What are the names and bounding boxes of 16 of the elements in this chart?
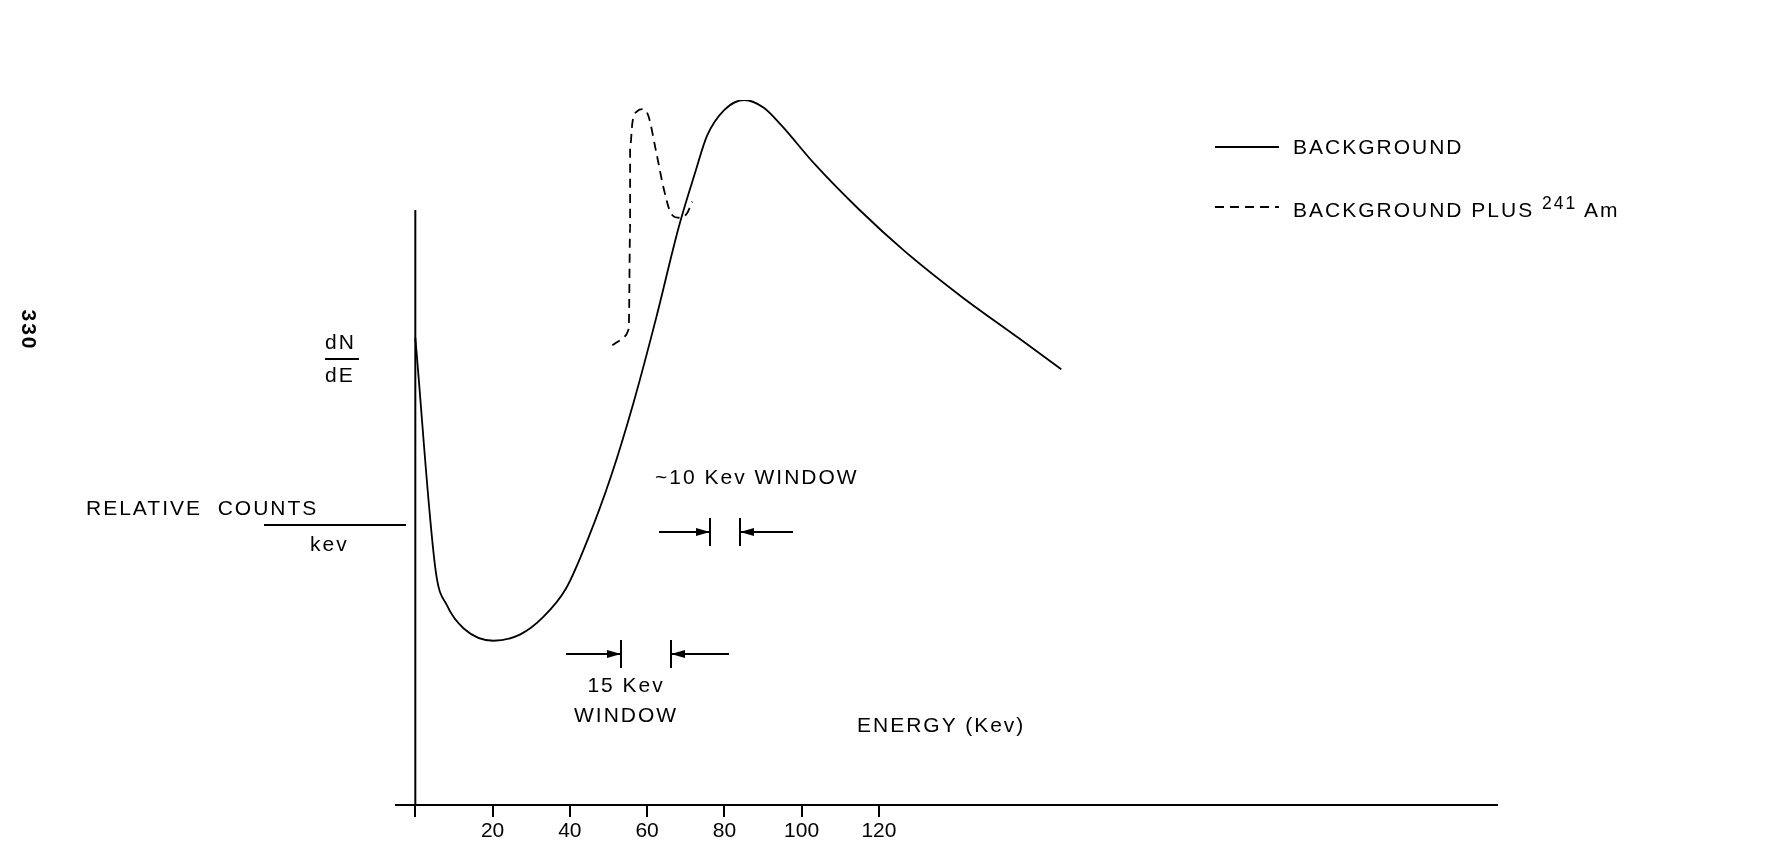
x-tick-label: 40 bbox=[558, 818, 582, 842]
text: dE bbox=[325, 363, 355, 387]
x-tick-label: 60 bbox=[635, 818, 659, 842]
x-tick-label: 20 bbox=[480, 818, 505, 842]
text: dN bbox=[325, 330, 356, 354]
x-axis-title: ENERGY (Kev) bbox=[857, 713, 1026, 737]
x-tick-label: 80 bbox=[712, 818, 737, 842]
legend-label: BACKGROUND bbox=[1293, 135, 1464, 159]
x-tick-label: 120 bbox=[861, 818, 897, 842]
text: kev bbox=[310, 532, 349, 556]
x-tick-label: 100 bbox=[784, 818, 820, 842]
text: 330 bbox=[16, 309, 41, 351]
annotation: ~10 Kev WINDOW bbox=[655, 465, 859, 489]
legend-label: BACKGROUND PLUS $^{241}$ Am bbox=[1293, 192, 1620, 222]
y-axis-title: RELATIVE COUNTS bbox=[86, 496, 319, 520]
annotation: 15 Kev WINDOW bbox=[574, 672, 679, 728]
